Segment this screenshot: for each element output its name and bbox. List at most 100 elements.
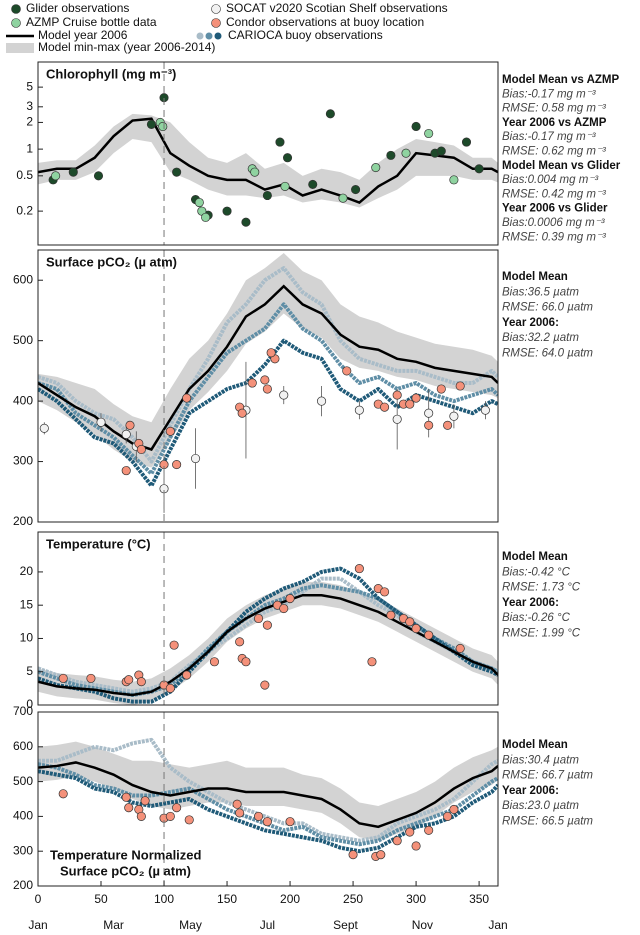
- legend-swatch: [11, 18, 21, 28]
- month-label: Jan: [28, 918, 47, 932]
- stat-text: Model Mean: [502, 739, 568, 751]
- observation: [411, 623, 421, 634]
- observation: [93, 171, 104, 181]
- panel-frame: [37, 531, 499, 706]
- observation: [241, 657, 251, 667]
- y-tick-label: 3: [26, 99, 33, 113]
- observation: [449, 804, 459, 814]
- observation: [96, 417, 106, 427]
- month-label: Jul: [260, 918, 275, 932]
- observation: [392, 414, 402, 424]
- x-tick-label: 250: [343, 892, 363, 906]
- legend-label: Model min-max (year 2006-2014): [38, 40, 215, 54]
- observation: [386, 150, 396, 160]
- observation: [209, 657, 219, 667]
- stat-text: RMSE: 66.7 µatm: [502, 770, 593, 782]
- observation: [351, 185, 361, 195]
- observation: [401, 148, 411, 158]
- y-tick-label: 10: [20, 631, 34, 645]
- month-label: Nov: [412, 918, 433, 932]
- observation: [380, 587, 390, 597]
- observation: [282, 153, 293, 163]
- stat-text: Bias:0.0006 mg m⁻³: [502, 217, 606, 229]
- stat-text: Bias:32.2 µatm: [502, 332, 579, 344]
- y-tick-label: 0.5: [16, 168, 33, 182]
- x-tick-label: 0: [35, 892, 42, 906]
- legend-label: Condor observations at buoy location: [226, 15, 424, 29]
- y-tick-label: 600: [13, 739, 33, 753]
- observation: [338, 193, 348, 203]
- observation: [455, 643, 465, 653]
- min-max-band: [38, 581, 498, 705]
- observation: [86, 673, 96, 683]
- stat-text: Model Mean vs Glider: [502, 160, 621, 172]
- observation: [165, 683, 175, 693]
- observation: [279, 390, 289, 400]
- observation: [201, 212, 211, 222]
- observation: [424, 420, 434, 430]
- buoy-observations: [38, 338, 498, 488]
- observation: [308, 179, 318, 189]
- observation: [247, 378, 257, 388]
- month-label: May: [179, 918, 202, 932]
- observation: [371, 162, 381, 173]
- observation: [158, 121, 168, 132]
- stat-text: RMSE: 66.5 µatm: [502, 816, 593, 828]
- legend-label: SOCAT v2020 Scotian Shelf observations: [226, 1, 448, 15]
- buoy-observations: [38, 302, 498, 476]
- stat-text: Bias:-0.17 mg m⁻³: [502, 131, 597, 143]
- plot-area: [38, 253, 498, 488]
- stat-text: RMSE: 0.62 mg m⁻³: [502, 146, 607, 158]
- stat-text: Bias:30.4 µatm: [502, 754, 579, 766]
- observation: [443, 811, 453, 821]
- stat-text: RMSE: 66.0 µatm: [502, 302, 593, 314]
- observation: [480, 405, 490, 415]
- observation: [182, 393, 192, 403]
- observation: [279, 603, 289, 614]
- observation: [411, 393, 421, 403]
- observation: [367, 657, 377, 667]
- observation: [461, 137, 472, 147]
- observation: [184, 815, 194, 825]
- observation: [124, 803, 134, 813]
- x-tick-label: 300: [406, 892, 426, 906]
- observation: [136, 444, 146, 455]
- stat-text: Year 2006 vs Glider: [502, 203, 608, 215]
- observation: [121, 466, 131, 476]
- buoy-observations: [38, 769, 498, 854]
- observation: [136, 677, 146, 687]
- panel-frame: [37, 711, 499, 887]
- observation: [172, 460, 182, 470]
- stat-text: RMSE: 0.42 mg m⁻³: [502, 188, 607, 200]
- y-tick-label: 5: [26, 664, 33, 678]
- y-tick-label: 400: [13, 809, 33, 823]
- stat-text: RMSE: 1.99 °C: [502, 628, 581, 640]
- observation: [325, 109, 335, 119]
- panel-title: Surface pCO₂ (µ atm): [46, 254, 177, 269]
- y-tick-label: 0: [26, 697, 33, 711]
- observation: [172, 167, 182, 177]
- legend-label: AZMP Cruise bottle data: [26, 15, 157, 29]
- observation: [51, 171, 61, 181]
- buoy-observations: [38, 737, 498, 843]
- observation: [443, 420, 453, 430]
- stat-text: Year 2006:: [502, 785, 559, 797]
- observation: [354, 564, 364, 574]
- observation: [58, 673, 68, 683]
- y-tick-label: 0.2: [16, 203, 33, 217]
- x-tick-label: 200: [280, 892, 300, 906]
- stat-text: RMSE: 0.39 mg m⁻³: [502, 231, 607, 243]
- observation: [190, 453, 201, 464]
- observation: [424, 825, 434, 835]
- stat-text: Model Mean: [502, 551, 568, 563]
- panel-frame: [37, 249, 499, 523]
- y-tick-label: 2: [26, 115, 33, 129]
- y-tick-label: 500: [13, 774, 33, 788]
- month-label: Sept: [333, 918, 358, 932]
- observation: [125, 420, 135, 430]
- buoy-observations: [38, 266, 498, 464]
- stat-text: Bias:-0.26 °C: [502, 612, 571, 624]
- buoy-observations: [38, 762, 498, 847]
- observation: [169, 640, 179, 650]
